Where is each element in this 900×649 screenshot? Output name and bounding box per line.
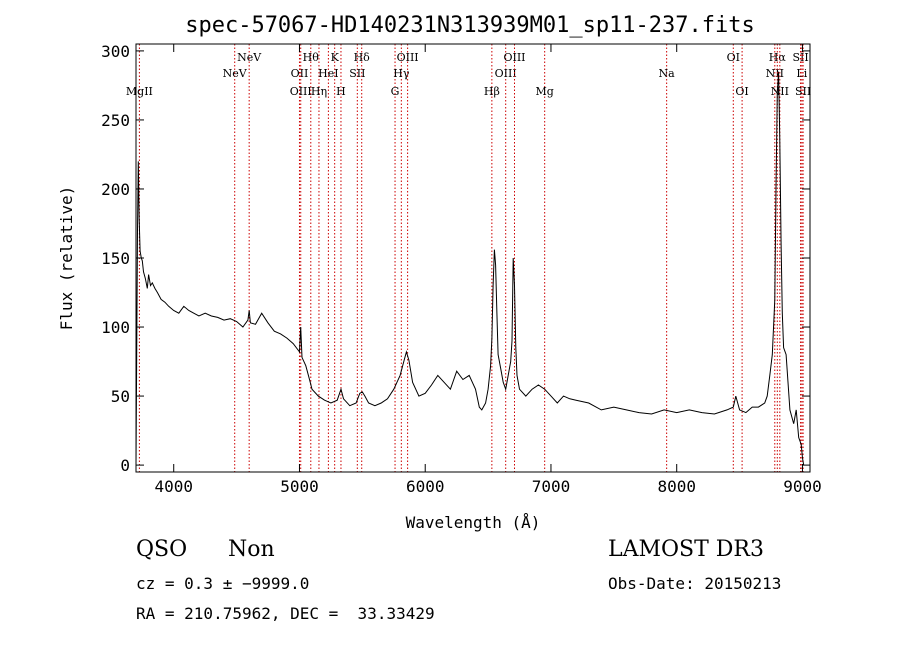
y-tick-label-4: 200: [101, 180, 130, 199]
plot-frame: [135, 43, 811, 473]
line-label-27: SII: [795, 85, 811, 98]
x-tick-label-2: 6000: [406, 477, 445, 496]
line-label-10: SII: [349, 67, 365, 80]
line-label-12: G: [391, 85, 400, 98]
line-label-3: OII: [291, 67, 309, 80]
y-tick-label-1: 50: [111, 387, 130, 406]
line-label-20: OI: [727, 51, 740, 64]
y-tick-label-5: 250: [101, 111, 130, 130]
line-label-18: Mg: [536, 85, 554, 98]
x-tick-label-0: 4000: [154, 477, 193, 496]
x-tick-label-4: 8000: [657, 477, 696, 496]
x-tick-label-3: 7000: [532, 477, 571, 496]
line-label-15: Hβ: [484, 85, 500, 98]
line-label-6: Hη: [311, 85, 327, 98]
line-label-26: Li: [796, 67, 807, 80]
line-label-2: NeV: [237, 51, 262, 64]
line-label-11: Hδ: [354, 51, 371, 64]
line-label-7: HeI: [318, 67, 338, 80]
line-label-24: NII: [771, 85, 789, 98]
y-tick-label-0: 0: [120, 456, 130, 475]
object-subclass: Non: [228, 537, 275, 562]
line-label-25: SII: [792, 51, 808, 64]
line-label-13: Hγ: [393, 67, 410, 80]
object-class: QSO: [136, 537, 188, 562]
line-label-9: H: [336, 85, 346, 98]
chart-title: spec-57067-HD140231N313939M01_sp11-237.f…: [185, 13, 755, 38]
x-tick-label-5: 9000: [783, 477, 822, 496]
redshift-readout: cz = 0.3 ± −9999.0: [136, 574, 310, 593]
line-label-5: Hθ: [303, 51, 320, 64]
line-label-4: OIII: [290, 85, 312, 98]
obs-date: Obs-Date: 20150213: [608, 574, 782, 593]
line-label-17: OIII: [503, 51, 525, 64]
line-label-19: Na: [659, 67, 676, 80]
line-label-22: NII: [766, 67, 784, 80]
line-label-0: MgII: [126, 85, 153, 98]
y-tick-label-6: 300: [101, 42, 130, 61]
coordinates-readout: RA = 210.75962, DEC = 33.33429: [136, 604, 435, 623]
x-tick-label-1: 5000: [280, 477, 319, 496]
survey-label: LAMOST DR3: [608, 537, 764, 562]
spectrum-line: [135, 71, 805, 466]
line-label-21: OI: [735, 85, 748, 98]
y-tick-label-3: 150: [101, 249, 130, 268]
line-label-1: NeV: [223, 67, 248, 80]
x-axis-label: Wavelength (Å): [406, 513, 541, 532]
y-tick-label-2: 100: [101, 318, 130, 337]
line-label-14: OIII: [397, 51, 419, 64]
line-label-23: Hα: [769, 51, 787, 64]
y-axis-label: Flux (relative): [57, 186, 76, 331]
line-label-8: K: [331, 51, 340, 64]
line-label-16: OIII: [495, 67, 517, 80]
